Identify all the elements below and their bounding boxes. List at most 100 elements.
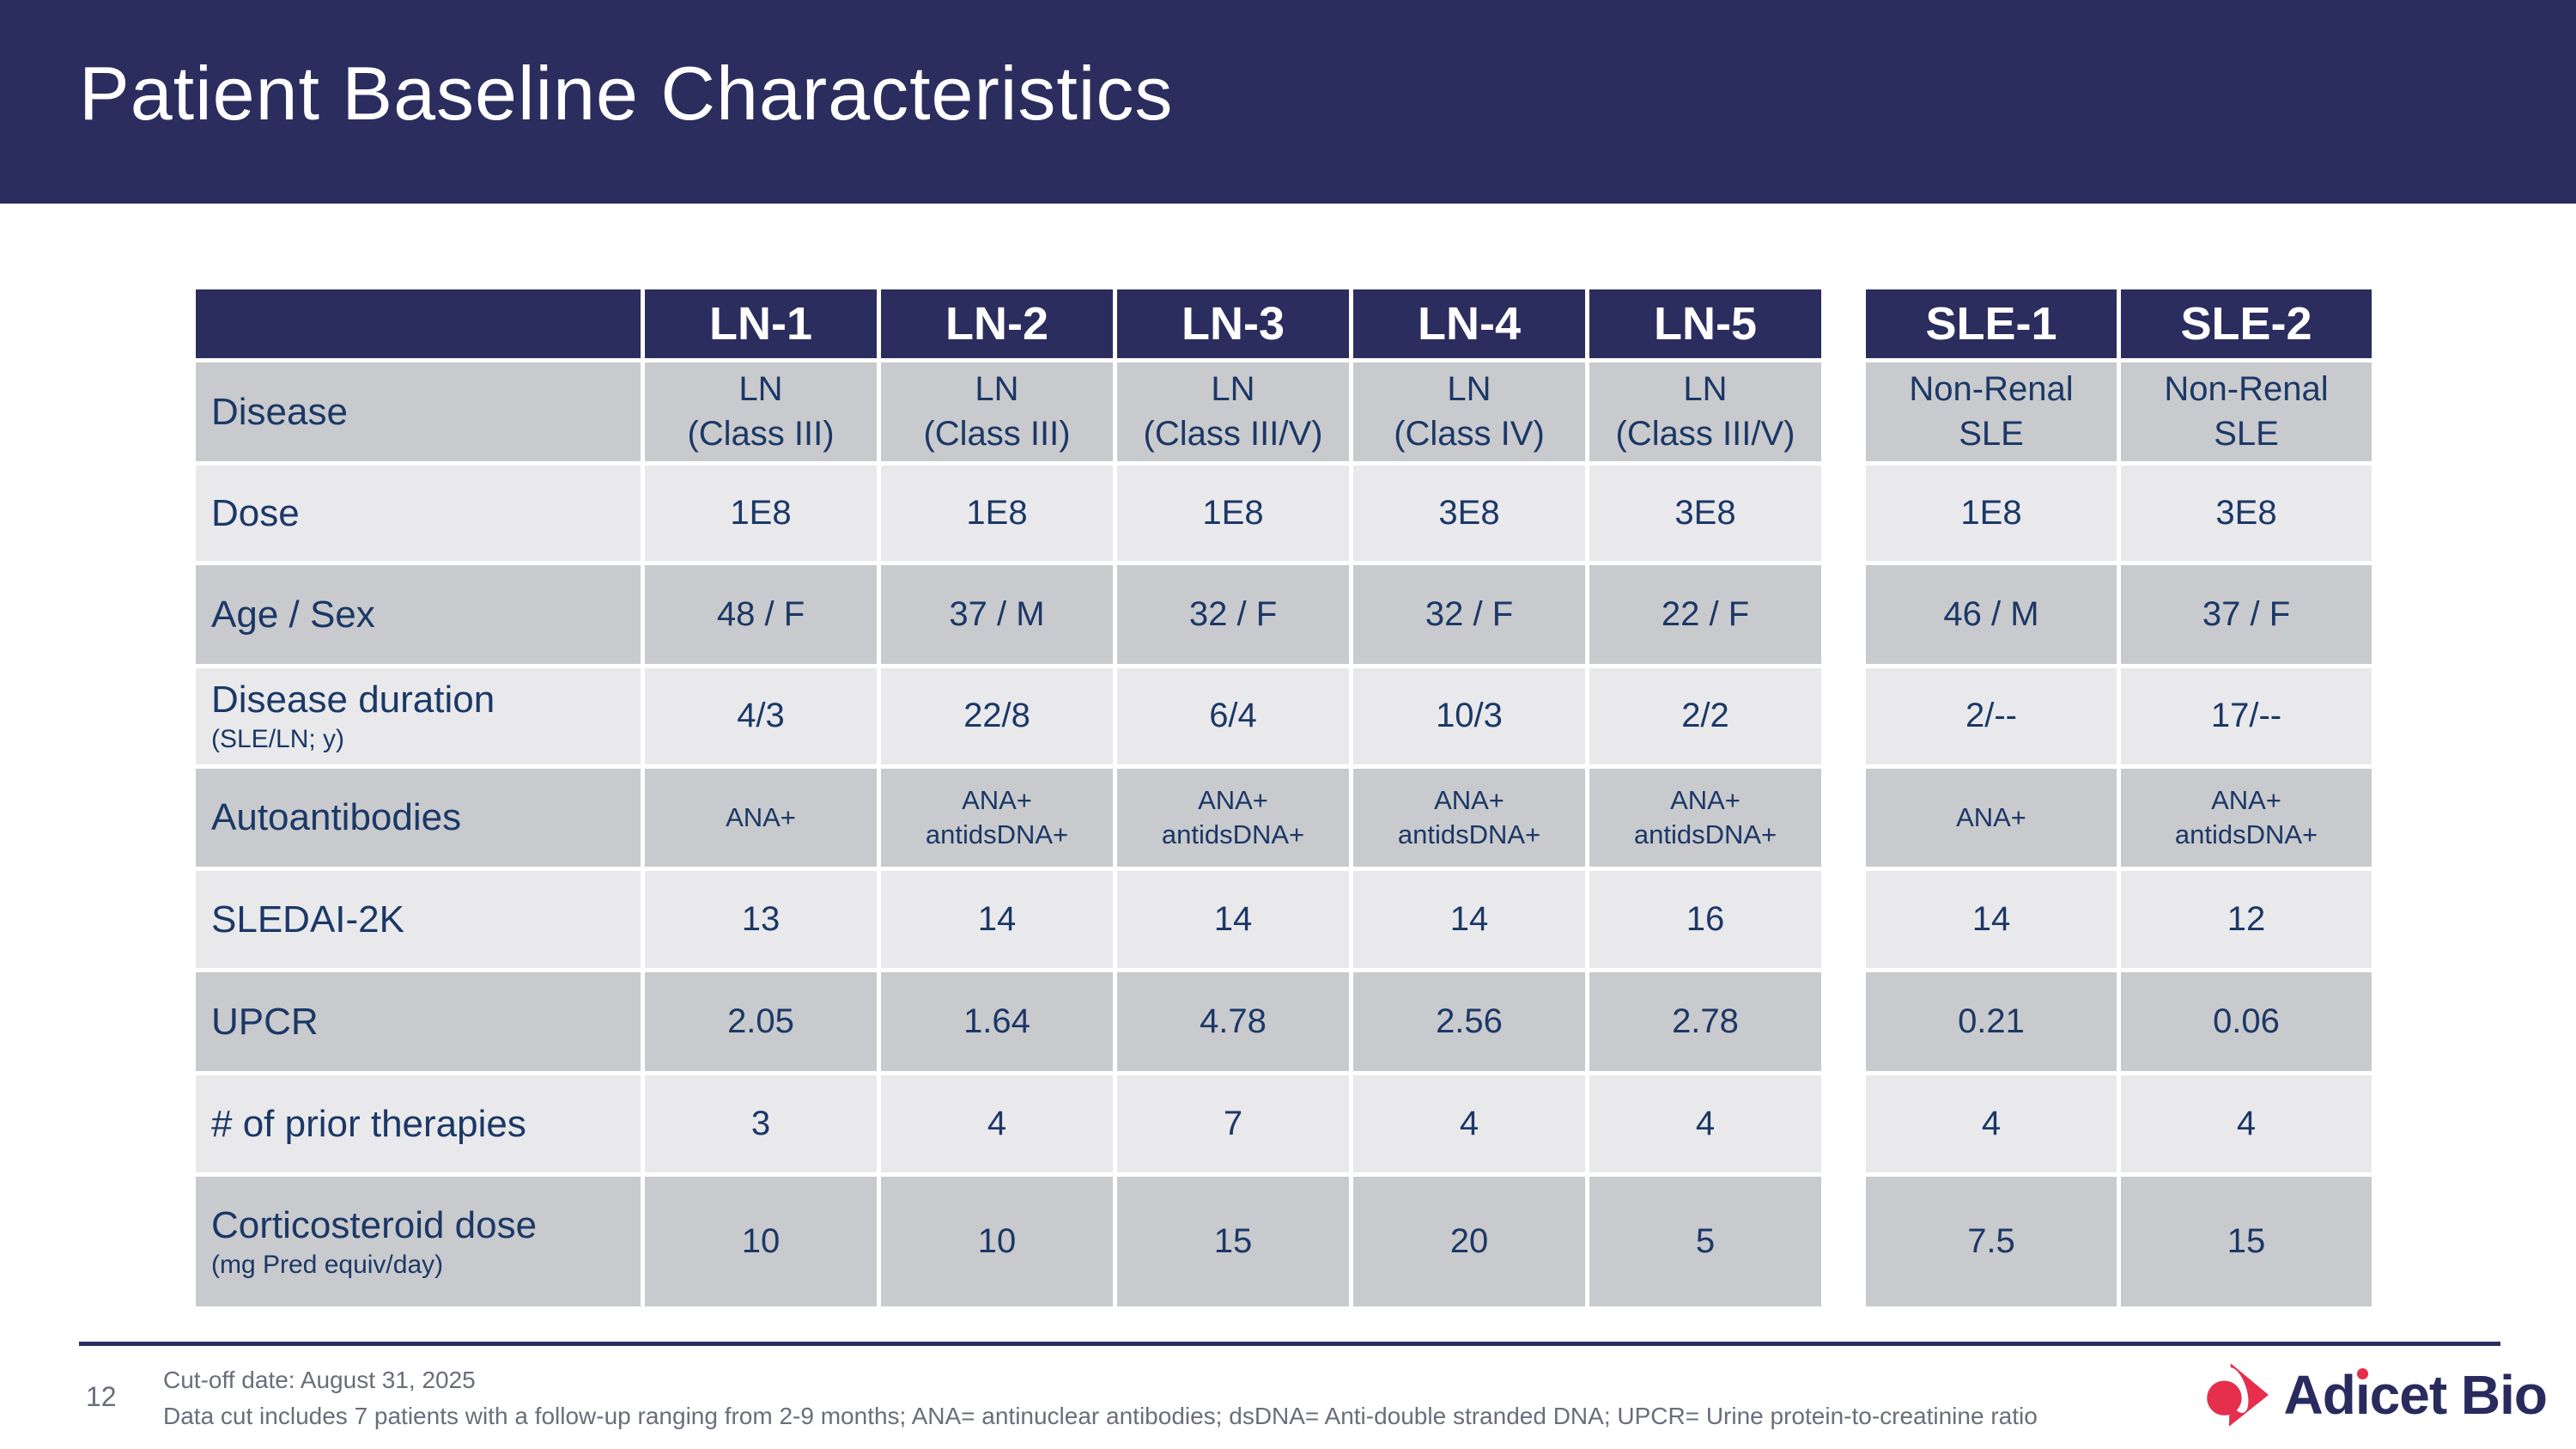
table-gap [1826, 289, 1862, 358]
cell-text: 22 / F [1661, 594, 1750, 633]
cell-value: 14 [1353, 871, 1585, 968]
cell-value: LN (Class III) [645, 362, 877, 461]
cell-value: 22/8 [881, 668, 1113, 764]
table-gap [1826, 466, 1862, 561]
cell-text: 2/-- [1965, 697, 2017, 735]
row-label: Disease [196, 362, 641, 461]
cell-value: 10/3 [1353, 668, 1585, 764]
column-header-ln-4: LN-4 [1353, 289, 1585, 358]
table-gap [1826, 871, 1862, 968]
cell-value: LN (Class III/V) [1589, 362, 1821, 461]
cell-value: 1E8 [645, 466, 877, 561]
table-gap [1826, 972, 1862, 1071]
cell-value: 46 / M [1866, 565, 2117, 664]
cell-text: 2.78 [1672, 1002, 1739, 1040]
cell-text: LN-1 [709, 298, 812, 350]
cell-value: 16 [1589, 871, 1821, 968]
cell-text: ANA+ [726, 802, 796, 833]
column-header-ln-2: LN-2 [881, 289, 1113, 358]
cell-text: 4 [2236, 1104, 2257, 1142]
cell-text: 20 [1449, 1221, 1489, 1260]
row-label-text: Disease duration [211, 679, 495, 721]
cell-text: 1.64 [963, 1002, 1030, 1040]
cell-text: 1E8 [1202, 493, 1264, 532]
cell-value: ANA+ antidsDNA+ [881, 769, 1113, 867]
cell-value: 2/-- [1866, 668, 2117, 764]
cell-text: 6/4 [1209, 697, 1257, 735]
cell-text: 15 [2227, 1221, 2266, 1260]
cell-value: 10 [881, 1177, 1113, 1306]
cell-value: 37 / M [881, 565, 1113, 664]
cell-text: ANA+ [1956, 802, 2026, 833]
title-banner: Patient Baseline Characteristics [0, 0, 2576, 204]
row-label: Age / Sex [196, 565, 641, 664]
cell-value: 2.78 [1589, 972, 1821, 1071]
page-number: 12 [86, 1381, 117, 1412]
cell-value: 6/4 [1117, 668, 1349, 764]
row-label: Dose [196, 466, 641, 561]
cell-text: 13 [741, 899, 781, 938]
cell-text: 0.06 [2213, 1002, 2280, 1040]
cell-value: 10 [645, 1177, 877, 1306]
cell-text: 7 [1223, 1104, 1243, 1142]
cell-text: 3 [750, 1104, 771, 1142]
cell-value: 2/2 [1589, 668, 1821, 764]
cell-text: 14 [1449, 899, 1489, 938]
cell-text: 10 [741, 1221, 781, 1260]
cell-value: 12 [2121, 871, 2372, 968]
adicet-logo-icon [2206, 1363, 2269, 1427]
logo-text-part: cet Bio [2369, 1364, 2548, 1426]
adicet-logo-text: Adıcet Bio [2283, 1363, 2548, 1427]
cell-value: ANA+ [645, 769, 877, 867]
row-sublabel-text: (mg Pred equiv/day) [211, 1250, 444, 1279]
cell-text: 1E8 [966, 493, 1028, 532]
row-label-text: Dose [211, 491, 300, 534]
cell-text: 7.5 [1967, 1221, 2015, 1260]
cell-value: 2.05 [645, 972, 877, 1071]
logo-text-part: Ad [2283, 1364, 2356, 1426]
cell-value: ANA+ antidsDNA+ [1589, 769, 1821, 867]
cell-value: 1E8 [1866, 466, 2117, 561]
cell-text: 17/-- [2210, 697, 2282, 735]
slide-title: Patient Baseline Characteristics [79, 51, 1174, 136]
cell-text: 14 [1213, 899, 1253, 938]
row-label: SLEDAI-2K [196, 871, 641, 968]
row-label: Autoantibodies [196, 769, 641, 867]
row-sublabel-text: (SLE/LN; y) [211, 725, 345, 753]
row-label: Disease duration (SLE/LN; y) [196, 668, 641, 764]
table-gap [1826, 362, 1862, 461]
cell-value: 48 / F [645, 565, 877, 664]
cell-text: 2.56 [1436, 1002, 1503, 1040]
cell-value: 22 / F [1589, 565, 1821, 664]
cell-text: LN (Class III/V) [1143, 370, 1323, 453]
cell-value: 7 [1117, 1075, 1349, 1172]
baseline-table: LN-1 LN-2 LN-3 LN-4 LN-5 SLE-1 SLE-2 Disease LN … [196, 289, 2372, 1306]
cell-text: ANA+ antidsDNA+ [2174, 785, 2318, 849]
cell-text: ANA+ antidsDNA+ [1397, 785, 1541, 849]
cell-value: 0.21 [1866, 972, 2117, 1071]
cell-value: 3E8 [1353, 466, 1585, 561]
cell-text: LN (Class III) [687, 370, 835, 453]
cell-value: 4 [1866, 1075, 2117, 1172]
footer-divider [79, 1342, 2500, 1346]
table-corner-header [196, 289, 641, 358]
cell-value: 15 [1117, 1177, 1349, 1306]
cell-text: ANA+ antidsDNA+ [1161, 785, 1305, 849]
footnotes: Cut-off date: August 31, 2025 Data cut i… [163, 1362, 2038, 1434]
cell-value: 14 [1117, 871, 1349, 968]
cell-text: 15 [1213, 1221, 1253, 1260]
cell-text: 32 / F [1425, 594, 1514, 633]
cell-text: LN-3 [1182, 298, 1285, 350]
footnote-abbreviations: Data cut includes 7 patients with a foll… [163, 1403, 2038, 1429]
table-gap [1826, 565, 1862, 664]
column-header-ln-5: LN-5 [1589, 289, 1821, 358]
cell-value: 14 [881, 871, 1113, 968]
cell-text: 32 / F [1188, 594, 1278, 633]
cell-value: 5 [1589, 1177, 1821, 1306]
cell-text: LN (Class III) [923, 370, 1071, 453]
cell-text: SLE-2 [2180, 298, 2312, 350]
row-label: Corticosteroid dose (mg Pred equiv/day) [196, 1177, 641, 1306]
cell-text: 4 [1459, 1104, 1479, 1142]
row-label-text: SLEDAI-2K [211, 898, 404, 941]
row-label-text: Disease [211, 390, 348, 433]
